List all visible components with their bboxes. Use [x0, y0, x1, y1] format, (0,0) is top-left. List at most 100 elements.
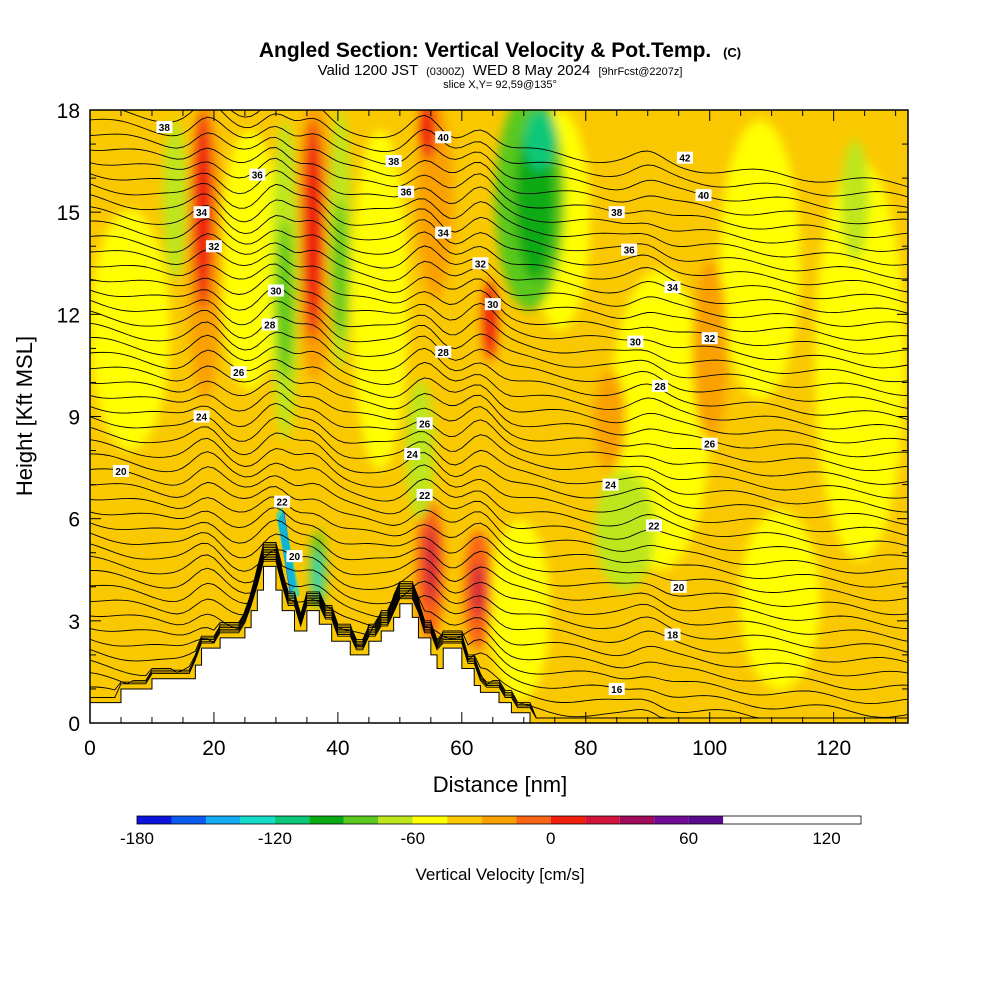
- contour-label-text: 32: [208, 242, 220, 253]
- contour-label-bg: [205, 240, 222, 253]
- contour-label: 38: [385, 155, 402, 168]
- colorbar-tick-label: 0: [546, 829, 555, 848]
- forecast-info: [9hrFcst@2207z]: [599, 66, 683, 78]
- contour-label-bg: [621, 243, 638, 256]
- contour-label-text: 40: [698, 191, 710, 202]
- isotherm-line: [90, 466, 908, 560]
- contour-label: 30: [484, 298, 501, 311]
- isotherm-line: [90, 437, 908, 537]
- isotherm-line: [90, 299, 908, 396]
- contour-label: 16: [608, 682, 625, 696]
- y-tick-label: 18: [57, 100, 80, 123]
- contour-label-text: 22: [648, 521, 660, 532]
- colorbar-swatch: [171, 816, 206, 824]
- x-tick-label: 20: [202, 737, 225, 760]
- isotherm-line: [90, 481, 908, 574]
- contour-label: 36: [398, 185, 415, 199]
- colorbar-swatch: [585, 816, 620, 824]
- x-tick-label: 60: [450, 737, 473, 760]
- contour-label: 22: [274, 495, 291, 509]
- contour-label-bg: [664, 628, 681, 641]
- colorbar-swatch: [619, 816, 655, 824]
- valid-time: Valid 1200 JST: [318, 62, 418, 79]
- contour-label: 24: [404, 447, 421, 461]
- contour-label-bg: [435, 345, 452, 358]
- isotherm-line: [90, 532, 908, 629]
- contour-label-text: 42: [679, 154, 691, 165]
- contour-label-bg: [416, 488, 433, 501]
- colorbar-swatch: [274, 816, 310, 824]
- contour-label-bg: [676, 151, 693, 164]
- isotherm-line: [90, 390, 908, 485]
- valid-utc: (0300Z): [426, 66, 465, 78]
- contour-label: 40: [435, 131, 452, 144]
- contour-label-bg: [695, 189, 712, 202]
- field-blob: [524, 110, 556, 170]
- isotherm-line: [90, 542, 908, 642]
- slice-info: slice X,Y= 92,59@135°: [443, 79, 557, 91]
- contour-label-bg: [608, 682, 625, 695]
- colorbar-tick-label: 60: [679, 829, 698, 848]
- colorbar-swatch: [447, 816, 482, 824]
- contour-label-text: 32: [704, 334, 716, 345]
- contour-label-bg: [193, 410, 210, 423]
- contour-label-text: 38: [611, 208, 623, 219]
- contour-label-bg: [608, 206, 625, 219]
- contour-label-text: 34: [196, 208, 208, 219]
- colorbar-frame: [136, 815, 862, 825]
- y-tick-label: 3: [68, 611, 80, 634]
- colorbar-tick-label: -120: [258, 829, 292, 848]
- contour-label-text: 20: [289, 552, 301, 563]
- svg-text:Angled Section: Vertical Veloc: Angled Section: Vertical Velocity & Pot.…: [259, 39, 741, 62]
- contour-label: 20: [112, 464, 129, 478]
- contour-label-text: 18: [667, 630, 679, 641]
- isotherm-line: [90, 548, 908, 705]
- y-tick-label: 12: [57, 304, 80, 327]
- contour-label-bg: [398, 185, 415, 198]
- contour-label: 30: [267, 284, 284, 297]
- isotherm-line: [90, 547, 908, 691]
- isotherm-line: [230, 110, 908, 188]
- isotherm-line: [90, 496, 908, 588]
- colorbar-swatch: [516, 816, 551, 824]
- contour-label: 28: [261, 318, 278, 332]
- contour-label: 32: [701, 332, 718, 345]
- field-blob: [692, 260, 728, 440]
- contour-label-bg: [627, 335, 644, 348]
- contour-label-text: 38: [159, 123, 171, 134]
- contour-label-bg: [267, 284, 284, 297]
- isotherm-line: [90, 379, 908, 472]
- colorbar-swatch: [412, 816, 448, 824]
- contour-label-bg: [112, 464, 129, 477]
- chart-title: Angled Section: Vertical Velocity & Pot.…: [259, 39, 711, 62]
- y-tick-label: 0: [68, 713, 80, 736]
- y-axis-label: Height [Kft MSL]: [12, 336, 37, 496]
- isotherm-line: [90, 451, 908, 547]
- contour-label-text: 30: [630, 338, 642, 349]
- contour-label-text: 28: [264, 321, 276, 332]
- isotherm-line: [90, 542, 908, 653]
- colorbar-swatch: [205, 816, 241, 824]
- contour-label-text: 24: [196, 413, 208, 424]
- contour-label: 40: [695, 189, 712, 202]
- contour-label-bg: [602, 478, 619, 491]
- isotherm-line: [90, 507, 908, 602]
- field-blob: [420, 110, 436, 160]
- contour-label: 34: [193, 206, 210, 219]
- isotherm-contours: [90, 110, 908, 719]
- contour-label-text: 36: [624, 246, 636, 257]
- contour-label-text: 40: [438, 133, 450, 144]
- colorbar-swatch: [654, 816, 689, 824]
- contour-label-bg: [404, 447, 421, 460]
- contour-label-text: 30: [270, 286, 282, 297]
- y-tick-label: 9: [68, 407, 80, 430]
- contour-label-bg: [484, 298, 501, 311]
- contour-label-text: 26: [704, 440, 716, 451]
- isotherm-line: [90, 286, 908, 383]
- contour-label: 38: [608, 206, 625, 219]
- contour-label-text: 22: [277, 498, 289, 509]
- contour-label-text: 26: [233, 368, 245, 379]
- colorbar-swatch: [343, 816, 379, 824]
